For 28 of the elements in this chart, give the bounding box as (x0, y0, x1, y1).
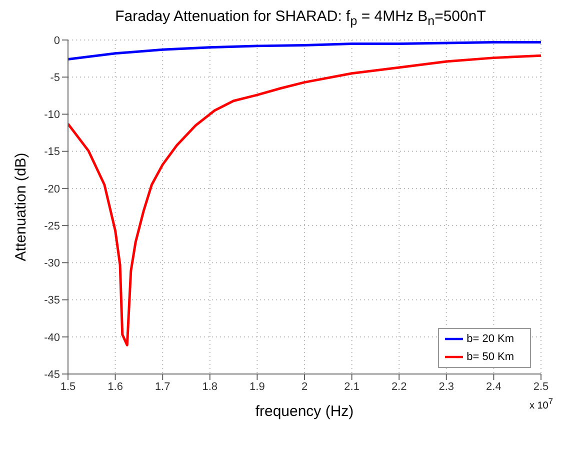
y-tick-label: -40 (44, 332, 60, 344)
x-tick-label: 2.3 (438, 380, 454, 393)
x-tick-label: 1.5 (60, 380, 76, 393)
x-tick-label: 2.2 (391, 380, 407, 393)
y-tick-label: -20 (44, 183, 60, 196)
y-tick-label: -5 (50, 72, 60, 84)
y-tick-label: 0 (54, 34, 60, 47)
y-tick-label: -35 (44, 294, 60, 307)
legend-label: b= 20 Km (466, 332, 514, 345)
text: x 10$^{7}$ (529, 396, 553, 412)
x-tick-label: 2 (301, 380, 308, 393)
y-tick-label: -25 (44, 220, 60, 232)
x-tick-label: 1.9 (250, 380, 265, 393)
y-tick-label: -45 (44, 368, 60, 381)
y-tick-label: -30 (44, 258, 60, 270)
x-tick-label: 2.4 (486, 380, 502, 393)
y-tick-label: -10 (44, 109, 60, 122)
legend-label: b= 50 Km (466, 350, 514, 363)
x-tick-label: 1.7 (154, 380, 170, 393)
x-tick-label: 1.6 (108, 380, 123, 393)
x-tick-label: 2.5 (533, 380, 549, 393)
x-tick-label: 2.1 (344, 380, 360, 393)
x-axis-title: frequency (Hz) (255, 403, 354, 420)
chart-title: Faraday Attenuation for SHARAD: f$_{p}$ = 4MHz B$_{n}$=500nT (114, 8, 487, 28)
y-axis-title: Attenuation (dB) (12, 152, 30, 262)
y-tick-label: -15 (44, 146, 60, 158)
line-series (68, 54, 541, 346)
x-tick-label: 1.8 (202, 380, 218, 393)
